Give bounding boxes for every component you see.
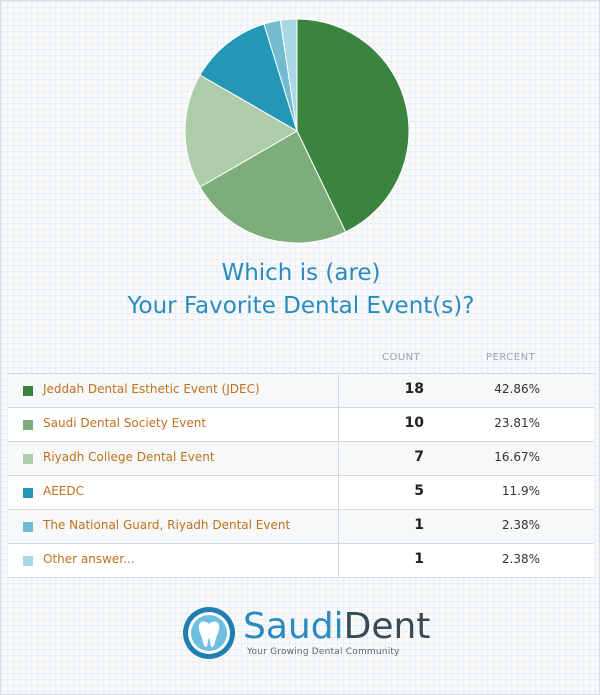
- tooth-logo-icon: [183, 607, 235, 659]
- pie-chart-svg: [184, 18, 410, 244]
- legend-swatch: [23, 488, 33, 498]
- pie-slice-5: [279, 18, 298, 132]
- column-divider: [338, 442, 339, 475]
- column-divider: [338, 544, 339, 577]
- table-row: Jeddah Dental Esthetic Event (JDEC) 18 42.…: [8, 374, 594, 408]
- row-label: Jeddah Dental Esthetic Event (JDEC): [43, 382, 260, 396]
- pie-slice-0: [296, 18, 410, 233]
- row-percent: 2.38%: [501, 552, 540, 566]
- logo-tagline: Your Growing Dental Community: [247, 647, 400, 657]
- table-header: COUNT PERCENT: [8, 343, 594, 373]
- row-label: AEEDC: [43, 484, 84, 498]
- table-row: Saudi Dental Society Event 10 23.81%: [8, 408, 594, 442]
- row-percent: 42.86%: [494, 382, 540, 396]
- pie-slice-2: [184, 74, 299, 188]
- table-body: Jeddah Dental Esthetic Event (JDEC) 18 42.…: [8, 373, 594, 578]
- row-label: Other answer...: [43, 552, 135, 566]
- chart-title: Which is (are) Your Favorite Dental Even…: [1, 257, 600, 323]
- chart-title-line-1: Which is (are): [221, 260, 381, 286]
- legend-swatch: [23, 454, 33, 464]
- saudident-logo: SaudiDent Your Growing Dental Community: [181, 605, 441, 665]
- pie-slice-1: [199, 130, 347, 244]
- legend-swatch: [23, 556, 33, 566]
- row-percent: 16.67%: [494, 450, 540, 464]
- legend-swatch: [23, 420, 33, 430]
- results-table: COUNT PERCENT Jeddah Dental Esthetic Eve…: [8, 343, 594, 578]
- row-percent: 2.38%: [501, 518, 540, 532]
- count-column-header: COUNT: [382, 352, 421, 363]
- column-divider: [338, 408, 339, 441]
- pie-chart: [1, 1, 600, 251]
- pie-slice-3: [199, 23, 298, 133]
- row-percent: 11.9%: [501, 484, 540, 498]
- row-label: Saudi Dental Society Event: [43, 416, 207, 430]
- logo-wordmark: SaudiDent: [243, 607, 430, 647]
- column-divider: [338, 476, 339, 509]
- percent-column-header: PERCENT: [486, 352, 536, 363]
- row-count: 1: [414, 517, 424, 533]
- table-row: AEEDC 5 11.9%: [8, 476, 594, 510]
- row-count: 1: [414, 551, 424, 567]
- row-count: 10: [404, 415, 424, 431]
- legend-swatch: [23, 522, 33, 532]
- row-count: 5: [414, 483, 424, 499]
- table-row: The National Guard, Riyadh Dental Event 1…: [8, 510, 594, 544]
- row-count: 18: [404, 381, 424, 397]
- chart-title-line-2: Your Favorite Dental Event(s)?: [127, 293, 475, 319]
- column-divider: [338, 374, 339, 407]
- row-label: Riyadh College Dental Event: [43, 450, 215, 464]
- row-percent: 23.81%: [494, 416, 540, 430]
- row-count: 7: [414, 449, 424, 465]
- logo-name-part1: Saudi: [243, 606, 344, 647]
- row-label: The National Guard, Riyadh Dental Event: [43, 518, 291, 532]
- table-row: Other answer... 1 2.38%: [8, 544, 594, 578]
- logo-name-part2: Dent: [343, 606, 431, 647]
- table-row: Riyadh College Dental Event 7 16.67%: [8, 442, 594, 476]
- column-divider: [338, 510, 339, 543]
- legend-swatch: [23, 386, 33, 396]
